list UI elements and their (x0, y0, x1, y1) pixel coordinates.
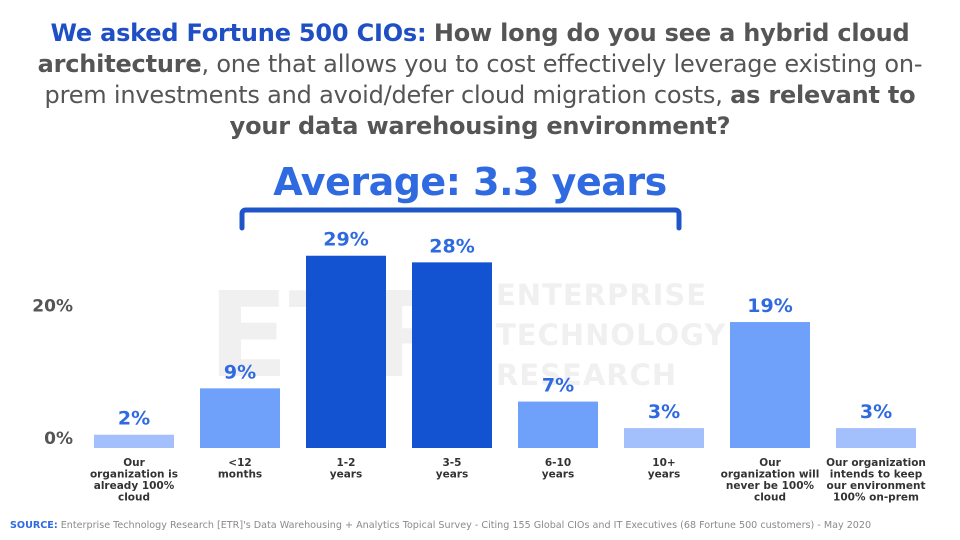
chart-title: We asked Fortune 500 CIOs: How long do y… (20, 18, 940, 142)
category-label: Our organization will never be 100% cloud (721, 457, 820, 504)
category-label: Our organization intends to keep our envir… (826, 457, 926, 504)
bar (306, 255, 386, 448)
watermark-line3: RESEARCH (496, 358, 678, 392)
source-label: SOURCE: (10, 520, 58, 531)
bar-value-label: 3% (648, 401, 680, 423)
category-label: 6-10 years (542, 457, 574, 481)
bar (730, 322, 810, 448)
y-tick-label: 20% (32, 296, 73, 316)
bar (836, 428, 916, 448)
bar-value-label: 19% (747, 295, 792, 317)
title-question-bold: How long do you see a hybrid cloud archi… (37, 19, 910, 78)
category-label: Our organization is already 100% cloud (90, 457, 178, 504)
source-footnote: SOURCE: Enterprise Technology Research [… (10, 520, 960, 531)
category-label: 10+ years (648, 457, 680, 481)
category-label: 1-2 years (330, 457, 362, 481)
bar (94, 434, 174, 448)
title-question-end: as relevant to your data warehousing env… (229, 81, 916, 140)
y-tick-label: 0% (44, 429, 73, 449)
watermark-line1: ENTERPRISE (496, 278, 708, 312)
title-question-regular: , one that allows you to cost effectivel… (44, 50, 923, 109)
category-labels: Our organization is already 100% cloud <12 mo… (90, 457, 926, 504)
category-label: 3-5 years (436, 457, 468, 481)
category-label: <12 months (218, 457, 262, 481)
y-axis: 0% 20% (32, 296, 73, 449)
average-brace (239, 207, 682, 231)
bar (518, 401, 598, 448)
bar-value-label: 2% (118, 408, 150, 430)
bar-value-label: 9% (224, 361, 256, 383)
average-annotation: Average: 3.3 years (273, 160, 667, 204)
bar-value-label: 7% (542, 375, 574, 397)
bar-value-label: 28% (429, 235, 474, 257)
bar (200, 388, 280, 448)
bar-value-labels: 2% 9% 29% 28% 7% 3% 19% 3% (118, 229, 892, 430)
bar-value-label: 29% (323, 229, 368, 251)
source-text: Enterprise Technology Research [ETR]'s D… (60, 520, 872, 531)
bar (412, 262, 492, 448)
bar-value-label: 3% (860, 401, 892, 423)
bar (624, 428, 704, 448)
title-lead: We asked Fortune 500 CIOs: (50, 19, 427, 47)
bars (94, 255, 916, 448)
watermark-line2: TECHNOLOGY (496, 318, 727, 352)
